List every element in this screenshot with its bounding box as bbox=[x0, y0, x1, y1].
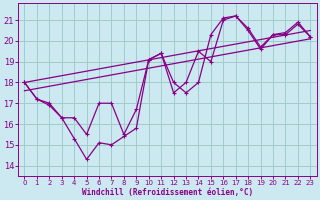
X-axis label: Windchill (Refroidissement éolien,°C): Windchill (Refroidissement éolien,°C) bbox=[82, 188, 253, 197]
